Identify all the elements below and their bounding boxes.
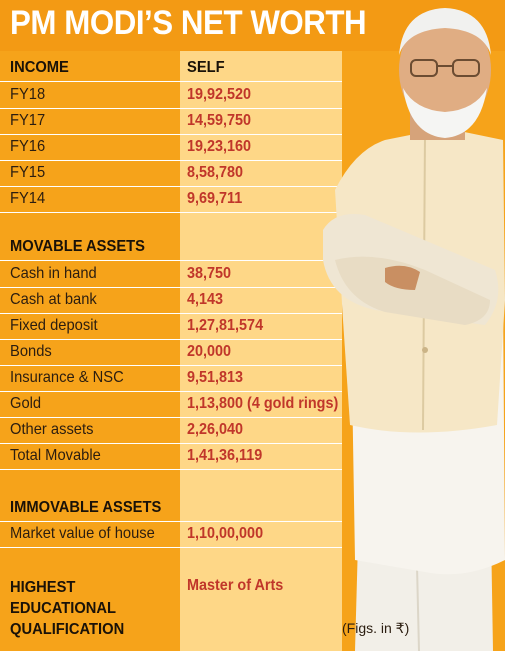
table-row: Fixed deposit 1,27,81,574 bbox=[0, 313, 342, 340]
table-row: FY14 9,69,711 bbox=[0, 186, 342, 213]
row-value: 1,13,800 (4 gold rings) bbox=[187, 395, 339, 412]
table-row: Cash at bank 4,143 bbox=[0, 287, 342, 314]
qualification-line: EDUCATIONAL bbox=[10, 600, 117, 617]
row-value: 20,000 bbox=[187, 343, 232, 360]
qualification-heading: HIGHEST EDUCATIONAL QUALIFICATION bbox=[10, 577, 124, 640]
table-row: FY17 14,59,750 bbox=[0, 108, 342, 135]
row-label: FY17 bbox=[10, 112, 46, 129]
row-label: Bonds bbox=[10, 343, 52, 360]
table-row: Other assets 2,26,040 bbox=[0, 417, 342, 444]
section-heading-row: MOVABLE ASSETS bbox=[0, 234, 342, 261]
row-label: Cash in hand bbox=[10, 265, 97, 282]
figures-note: (Figs. in ₹) bbox=[342, 620, 410, 636]
row-label: Other assets bbox=[10, 421, 94, 438]
section-heading-row: IMMOVABLE ASSETS bbox=[0, 495, 342, 522]
row-label: Insurance & NSC bbox=[10, 369, 124, 386]
immovable-assets-heading: IMMOVABLE ASSETS bbox=[10, 499, 162, 516]
row-value: 8,58,780 bbox=[187, 164, 244, 181]
row-value: 1,41,36,119 bbox=[187, 447, 263, 464]
row-value: 9,69,711 bbox=[187, 190, 243, 207]
row-value: 19,23,160 bbox=[187, 138, 252, 155]
label-column bbox=[0, 51, 180, 651]
table-row: Insurance & NSC 9,51,813 bbox=[0, 365, 342, 392]
qualification-line: HIGHEST bbox=[10, 579, 76, 596]
table-header-row: INCOME SELF bbox=[0, 55, 342, 82]
page-title: PM MODI’S NET WORTH bbox=[10, 4, 367, 42]
row-label: Gold bbox=[10, 395, 42, 412]
row-label: FY16 bbox=[10, 138, 46, 155]
table-row: Cash in hand 38,750 bbox=[0, 261, 342, 288]
row-value: 1,10,00,000 bbox=[187, 525, 264, 542]
row-label: Total Movable bbox=[10, 447, 101, 464]
row-value: 9,51,813 bbox=[187, 369, 244, 386]
row-label: FY18 bbox=[10, 86, 46, 103]
table-row: Market value of house 1,10,00,000 bbox=[0, 521, 342, 548]
table-row: Total Movable 1,41,36,119 bbox=[0, 443, 342, 470]
row-value: 2,26,040 bbox=[187, 421, 244, 438]
row-value: 4,143 bbox=[187, 291, 224, 308]
row-value: 38,750 bbox=[187, 265, 232, 282]
row-label: Fixed deposit bbox=[10, 317, 98, 334]
row-label: FY14 bbox=[10, 190, 46, 207]
row-label: Market value of house bbox=[10, 525, 155, 542]
table-row: Gold 1,13,800 (4 gold rings) bbox=[0, 391, 342, 418]
row-value: 19,92,520 bbox=[187, 86, 252, 103]
qualification-line: QUALIFICATION bbox=[10, 621, 125, 638]
row-value: 1,27,81,574 bbox=[187, 317, 264, 334]
qualification-value: Master of Arts bbox=[187, 577, 284, 594]
self-heading: SELF bbox=[187, 59, 225, 76]
table-row: FY15 8,58,780 bbox=[0, 160, 342, 187]
self-value-column bbox=[180, 51, 342, 651]
table-row: FY16 19,23,160 bbox=[0, 134, 342, 161]
row-value: 14,59,750 bbox=[187, 112, 252, 129]
portrait-image bbox=[323, 8, 505, 651]
table-row: Bonds 20,000 bbox=[0, 339, 342, 366]
row-label: FY15 bbox=[10, 164, 46, 181]
movable-assets-heading: MOVABLE ASSETS bbox=[10, 238, 145, 255]
row-label: Cash at bank bbox=[10, 291, 97, 308]
table-row: FY18 19,92,520 bbox=[0, 82, 342, 109]
income-heading: INCOME bbox=[10, 59, 69, 76]
